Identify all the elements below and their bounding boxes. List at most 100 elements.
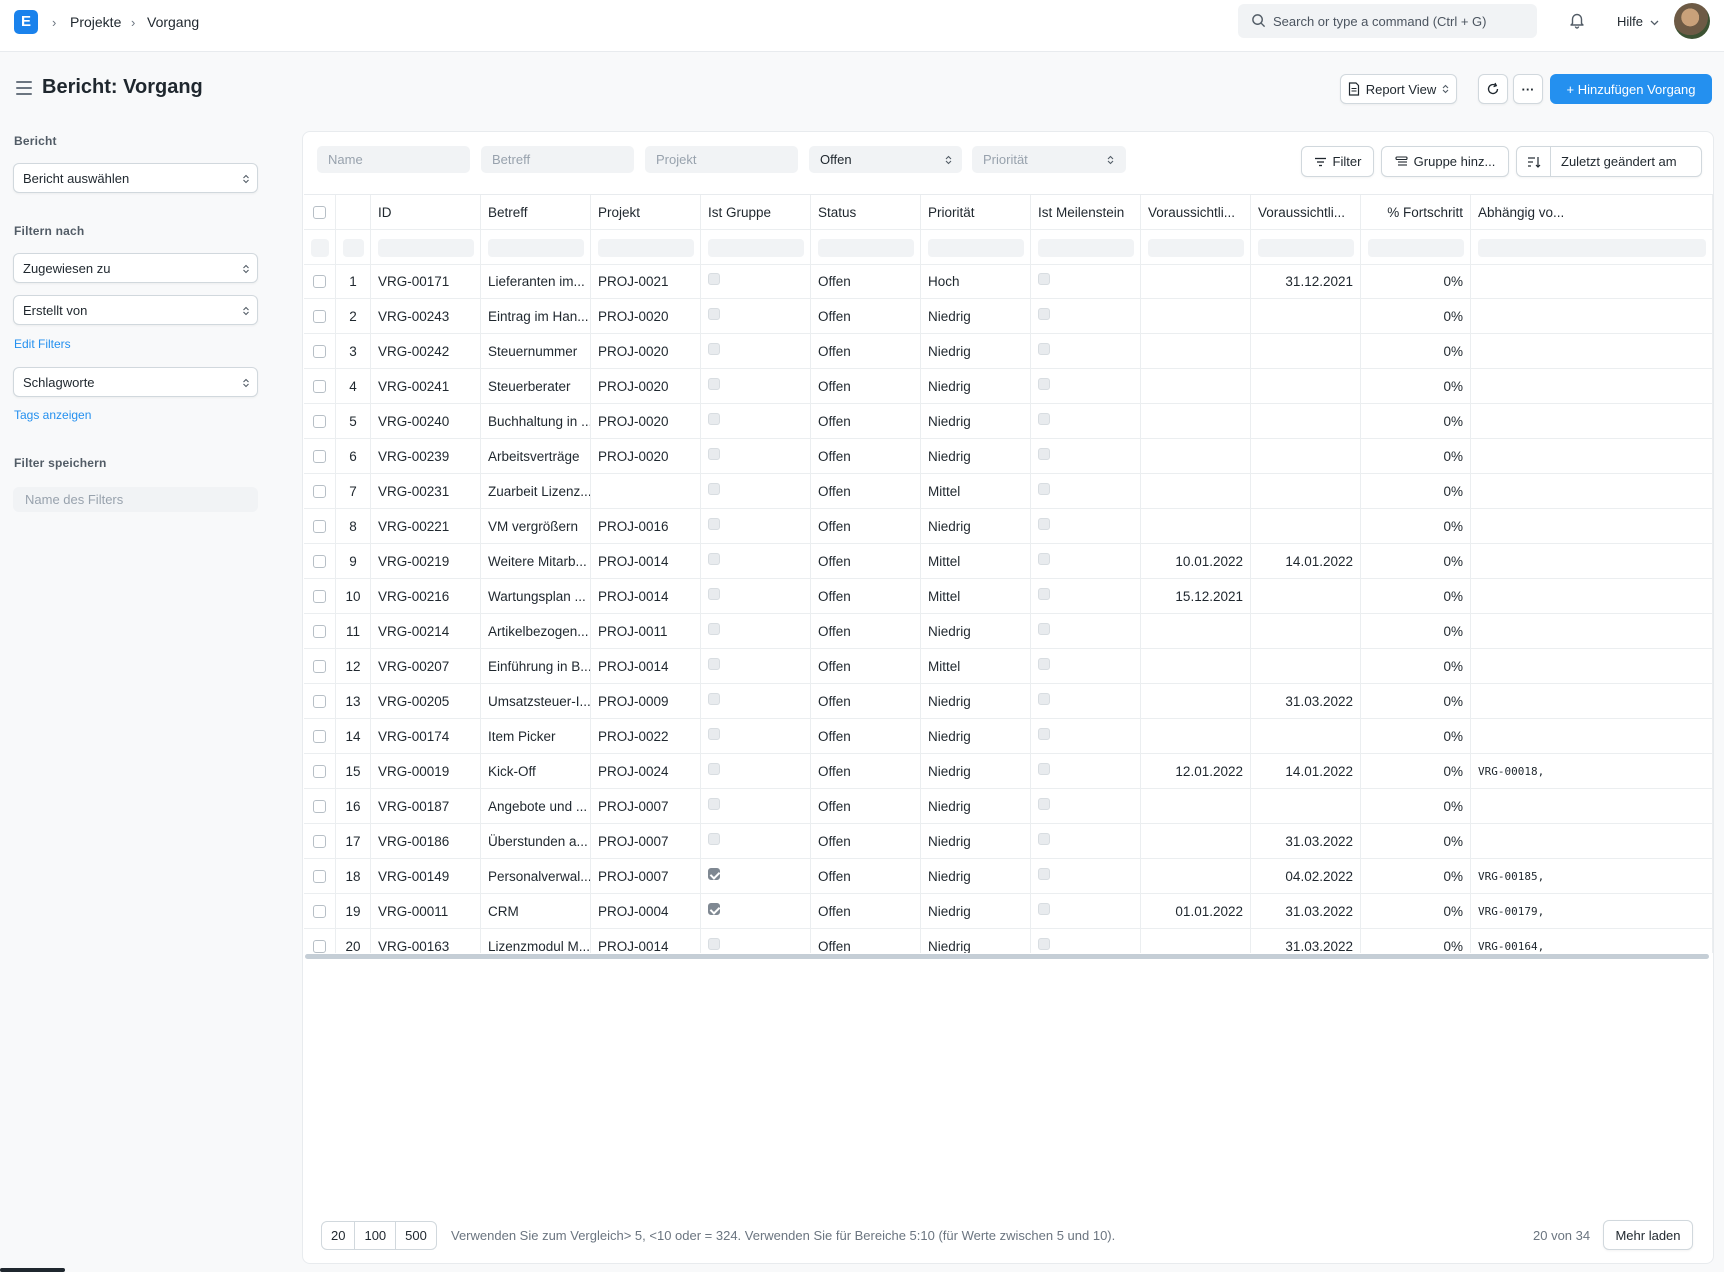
search-input[interactable]: Search or type a command (Ctrl + G) xyxy=(1238,4,1537,38)
cell-project[interactable]: PROJ-0014 xyxy=(591,579,701,614)
cell-id[interactable]: VRG-00242 xyxy=(371,334,481,369)
column-header-is-group[interactable]: Ist Gruppe xyxy=(701,195,811,230)
row-checkbox[interactable] xyxy=(313,275,326,288)
cell-id[interactable]: VRG-00205 xyxy=(371,684,481,719)
column-filter-input[interactable] xyxy=(1258,239,1354,257)
page-size-20-button[interactable]: 20 xyxy=(322,1222,356,1249)
cell-project[interactable]: PROJ-0021 xyxy=(591,264,701,299)
cell-id[interactable]: VRG-00231 xyxy=(371,474,481,509)
filter-button[interactable]: Filter xyxy=(1301,146,1374,177)
status-filter-select[interactable]: Offen xyxy=(809,146,962,173)
cell-project[interactable]: PROJ-0014 xyxy=(591,929,701,953)
row-checkbox[interactable] xyxy=(313,765,326,778)
sort-field-label[interactable]: Zuletzt geändert am xyxy=(1561,154,1677,169)
cell-project[interactable]: PROJ-0007 xyxy=(591,789,701,824)
load-more-button[interactable]: Mehr laden xyxy=(1603,1220,1693,1250)
column-filter-input[interactable] xyxy=(1148,239,1244,257)
avatar[interactable] xyxy=(1674,3,1710,39)
column-header-expected-end[interactable]: Voraussichtli... xyxy=(1251,195,1361,230)
cell-project[interactable] xyxy=(591,474,701,509)
column-filter-input[interactable] xyxy=(1478,239,1706,257)
column-header-subject[interactable]: Betreff xyxy=(481,195,591,230)
page-size-100-button[interactable]: 100 xyxy=(355,1222,397,1249)
row-checkbox[interactable] xyxy=(313,660,326,673)
created-by-select[interactable]: Erstellt von xyxy=(13,295,258,325)
column-filter-input[interactable] xyxy=(598,239,694,257)
column-header-is-milestone[interactable]: Ist Meilenstein xyxy=(1031,195,1141,230)
column-filter-input[interactable] xyxy=(488,239,584,257)
show-tags-link[interactable]: Tags anzeigen xyxy=(14,408,92,422)
tags-select[interactable]: Schlagworte xyxy=(13,367,258,397)
cell-project[interactable]: PROJ-0011 xyxy=(591,614,701,649)
cell-id[interactable]: VRG-00207 xyxy=(371,649,481,684)
cell-project[interactable]: PROJ-0009 xyxy=(591,684,701,719)
help-dropdown[interactable]: Hilfe xyxy=(1617,14,1659,29)
cell-id[interactable]: VRG-00219 xyxy=(371,544,481,579)
cell-id[interactable]: VRG-00174 xyxy=(371,719,481,754)
cell-id[interactable]: VRG-00187 xyxy=(371,789,481,824)
cell-project[interactable]: PROJ-0014 xyxy=(591,544,701,579)
row-checkbox[interactable] xyxy=(313,800,326,813)
sort-control[interactable]: Zuletzt geändert am xyxy=(1516,146,1702,177)
cell-id[interactable]: VRG-00243 xyxy=(371,299,481,334)
breadcrumb-vorgang[interactable]: Vorgang xyxy=(147,14,200,30)
row-checkbox[interactable] xyxy=(313,590,326,603)
cell-project[interactable]: PROJ-0020 xyxy=(591,404,701,439)
row-checkbox[interactable] xyxy=(313,730,326,743)
cell-id[interactable]: VRG-00186 xyxy=(371,824,481,859)
name-filter-input[interactable]: Name xyxy=(317,146,470,173)
row-checkbox[interactable] xyxy=(313,905,326,918)
page-size-500-button[interactable]: 500 xyxy=(405,1228,427,1243)
cell-id[interactable]: VRG-00011 xyxy=(371,894,481,929)
row-checkbox[interactable] xyxy=(313,835,326,848)
column-header-progress[interactable]: % Fortschritt xyxy=(1361,195,1471,230)
cell-project[interactable]: PROJ-0016 xyxy=(591,509,701,544)
cell-project[interactable]: PROJ-0020 xyxy=(591,439,701,474)
breadcrumb-projekte[interactable]: Projekte xyxy=(70,14,122,30)
cell-id[interactable]: VRG-00239 xyxy=(371,439,481,474)
cell-id[interactable]: VRG-00240 xyxy=(371,404,481,439)
row-checkbox[interactable] xyxy=(313,520,326,533)
more-actions-button[interactable]: ··· xyxy=(1513,74,1543,104)
column-header-id[interactable]: ID xyxy=(371,195,481,230)
cell-id[interactable]: VRG-00216 xyxy=(371,579,481,614)
assigned-to-select[interactable]: Zugewiesen zu xyxy=(13,253,258,283)
column-header-priority[interactable]: Priorität xyxy=(921,195,1031,230)
row-checkbox[interactable] xyxy=(313,625,326,638)
row-checkbox[interactable] xyxy=(313,415,326,428)
report-select[interactable]: Bericht auswählen xyxy=(13,163,258,193)
cell-id[interactable]: VRG-00019 xyxy=(371,754,481,789)
refresh-button[interactable] xyxy=(1478,74,1508,104)
cell-project[interactable]: PROJ-0022 xyxy=(591,719,701,754)
row-checkbox[interactable] xyxy=(313,485,326,498)
row-checkbox[interactable] xyxy=(313,695,326,708)
cell-project[interactable]: PROJ-0014 xyxy=(591,649,701,684)
column-filter-input[interactable] xyxy=(818,239,914,257)
notification-bell-icon[interactable] xyxy=(1568,11,1586,29)
horizontal-scrollbar[interactable] xyxy=(305,954,1709,959)
column-header-expected-start[interactable]: Voraussichtli... xyxy=(1141,195,1251,230)
column-header-depends-on[interactable]: Abhängig vo... xyxy=(1471,195,1713,230)
cell-id[interactable]: VRG-00163 xyxy=(371,929,481,953)
cell-id[interactable]: VRG-00241 xyxy=(371,369,481,404)
add-vorgang-button[interactable]: + Hinzufügen Vorgang xyxy=(1550,74,1712,104)
sidebar-toggle-icon[interactable] xyxy=(16,81,32,95)
column-filter-input[interactable] xyxy=(311,239,329,257)
cell-project[interactable]: PROJ-0020 xyxy=(591,369,701,404)
edit-filters-link[interactable]: Edit Filters xyxy=(14,337,71,351)
cell-id[interactable]: VRG-00149 xyxy=(371,859,481,894)
subject-filter-input[interactable]: Betreff xyxy=(481,146,634,173)
column-header-status[interactable]: Status xyxy=(811,195,921,230)
row-checkbox[interactable] xyxy=(313,450,326,463)
cell-project[interactable]: PROJ-0020 xyxy=(591,334,701,369)
filter-name-input[interactable]: Name des Filters xyxy=(13,487,258,512)
row-checkbox[interactable] xyxy=(313,380,326,393)
cell-project[interactable]: PROJ-0007 xyxy=(591,859,701,894)
row-checkbox[interactable] xyxy=(313,940,326,953)
priority-filter-select[interactable]: Priorität xyxy=(972,146,1126,173)
column-filter-input[interactable] xyxy=(1368,239,1464,257)
column-filter-input[interactable] xyxy=(343,239,364,257)
row-checkbox[interactable] xyxy=(313,345,326,358)
column-filter-input[interactable] xyxy=(928,239,1024,257)
cell-id[interactable]: VRG-00214 xyxy=(371,614,481,649)
